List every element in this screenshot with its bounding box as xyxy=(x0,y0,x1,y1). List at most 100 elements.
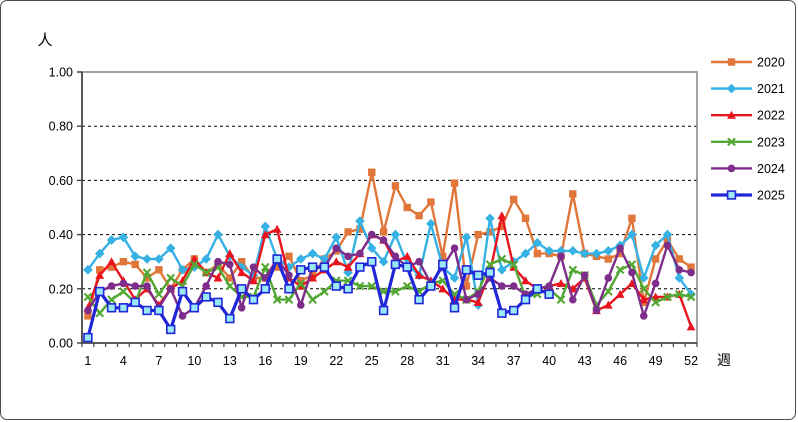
marker xyxy=(485,213,495,224)
marker xyxy=(272,224,282,233)
marker xyxy=(142,268,152,277)
legend-item-2021: 2021 xyxy=(711,82,785,96)
marker xyxy=(473,270,483,280)
marker xyxy=(438,259,448,270)
marker xyxy=(96,266,104,274)
x-tick-label: 22 xyxy=(329,354,343,368)
marker xyxy=(142,305,152,316)
marker xyxy=(378,305,389,316)
marker xyxy=(651,279,660,288)
marker xyxy=(638,273,649,283)
marker xyxy=(272,254,282,264)
marker xyxy=(260,262,270,272)
marker xyxy=(449,273,460,283)
marker xyxy=(237,258,246,266)
marker xyxy=(675,255,683,263)
marker xyxy=(236,284,247,294)
marker xyxy=(355,216,365,226)
marker xyxy=(320,287,329,296)
marker xyxy=(485,260,495,269)
marker xyxy=(190,260,199,269)
marker xyxy=(616,249,624,258)
x-tick-label: 28 xyxy=(400,354,414,368)
marker xyxy=(106,235,117,245)
marker xyxy=(532,237,543,248)
marker xyxy=(260,221,271,232)
marker xyxy=(356,225,364,233)
marker xyxy=(556,295,566,304)
x-tick-label: 34 xyxy=(471,354,485,368)
marker xyxy=(83,265,93,275)
marker xyxy=(213,273,223,282)
marker xyxy=(639,295,649,304)
marker xyxy=(95,286,105,297)
marker xyxy=(189,303,200,313)
marker xyxy=(154,289,164,299)
marker xyxy=(107,263,116,271)
marker xyxy=(213,229,223,240)
marker xyxy=(591,248,602,259)
marker xyxy=(485,267,495,278)
marker xyxy=(521,276,530,285)
marker xyxy=(130,251,141,262)
marker xyxy=(509,260,519,269)
marker xyxy=(344,228,352,236)
marker xyxy=(402,262,412,272)
x-tick-label: 7 xyxy=(155,354,162,368)
x-tick-label: 13 xyxy=(223,354,237,368)
series-2025 xyxy=(83,254,554,343)
x-tick-label: 46 xyxy=(613,354,627,368)
marker xyxy=(486,228,494,236)
marker xyxy=(202,282,210,290)
marker xyxy=(462,295,471,304)
marker xyxy=(131,260,139,269)
marker xyxy=(498,282,506,290)
marker xyxy=(213,262,223,272)
marker xyxy=(727,164,736,173)
marker xyxy=(450,244,459,252)
marker xyxy=(285,271,293,280)
marker xyxy=(107,282,116,290)
marker xyxy=(379,236,388,244)
legend-item-2024: 2024 xyxy=(711,162,785,176)
marker xyxy=(343,284,353,294)
marker xyxy=(675,266,684,274)
marker xyxy=(379,228,388,236)
marker xyxy=(615,265,625,275)
marker xyxy=(687,268,695,277)
marker xyxy=(343,262,353,271)
marker xyxy=(461,232,472,243)
marker xyxy=(569,295,577,304)
marker xyxy=(260,230,270,239)
marker xyxy=(201,254,211,264)
marker xyxy=(237,303,246,312)
x-tick-label: 25 xyxy=(365,354,379,368)
marker xyxy=(438,284,448,293)
marker xyxy=(391,287,400,296)
marker xyxy=(415,257,423,266)
marker xyxy=(177,265,188,275)
marker xyxy=(603,246,614,256)
marker xyxy=(474,290,483,299)
marker xyxy=(296,265,306,275)
marker xyxy=(497,265,507,275)
marker xyxy=(521,214,530,223)
marker xyxy=(439,252,447,260)
marker xyxy=(83,332,93,343)
marker xyxy=(616,244,624,252)
marker xyxy=(118,303,129,313)
marker xyxy=(367,230,376,239)
marker xyxy=(651,298,660,307)
marker xyxy=(343,267,353,278)
marker xyxy=(686,292,696,302)
data-series xyxy=(83,168,696,343)
marker xyxy=(462,282,471,290)
marker xyxy=(119,279,128,288)
marker xyxy=(332,244,341,252)
marker xyxy=(391,182,400,190)
marker xyxy=(106,303,117,313)
legend-item-2020: 2020 xyxy=(711,56,785,70)
marker xyxy=(130,297,140,308)
